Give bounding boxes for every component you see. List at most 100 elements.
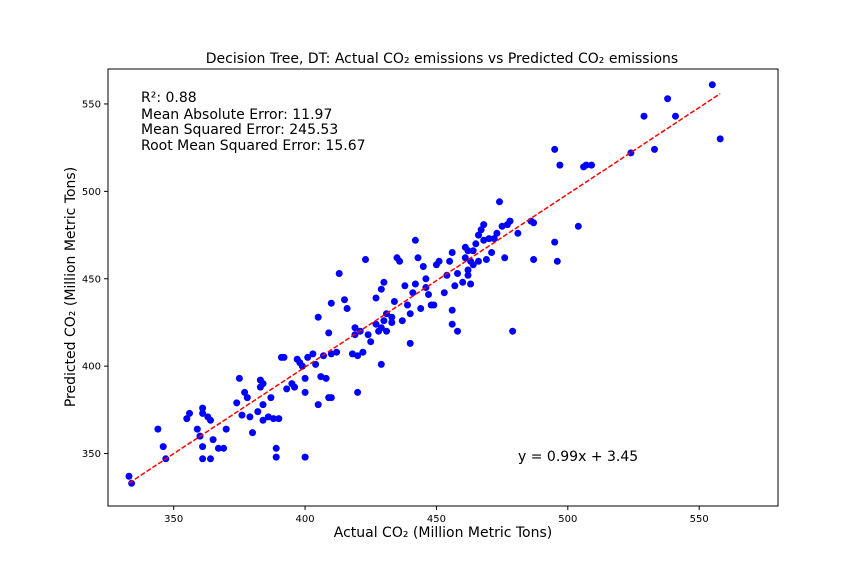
data-point xyxy=(574,222,582,230)
data-point xyxy=(404,301,411,309)
data-point xyxy=(301,388,309,396)
data-point xyxy=(199,455,207,463)
data-point xyxy=(480,221,488,229)
data-point xyxy=(716,135,724,143)
data-point xyxy=(388,313,396,321)
data-point xyxy=(220,444,228,452)
data-point xyxy=(651,145,658,153)
data-point xyxy=(209,436,217,444)
data-point xyxy=(259,380,267,388)
data-point xyxy=(551,238,559,246)
y-tick-label: 400 xyxy=(82,362,101,373)
data-point xyxy=(464,266,472,274)
data-point xyxy=(672,112,679,120)
data-point xyxy=(193,425,201,433)
data-point xyxy=(270,415,277,423)
data-point xyxy=(354,388,362,396)
y-tick-label: 500 xyxy=(82,187,101,198)
data-point xyxy=(377,324,385,332)
data-point xyxy=(496,198,503,206)
data-point xyxy=(446,257,454,265)
axes-frame xyxy=(107,68,779,507)
data-point xyxy=(406,310,414,318)
data-point xyxy=(396,257,404,265)
data-point xyxy=(553,257,561,265)
data-point xyxy=(372,294,380,302)
x-tick-label: 500 xyxy=(558,514,577,525)
data-point xyxy=(291,383,298,391)
data-point xyxy=(708,81,716,89)
data-point xyxy=(272,453,280,461)
data-point xyxy=(398,317,406,325)
data-point xyxy=(493,229,501,237)
data-point xyxy=(461,254,469,262)
data-point xyxy=(128,479,136,487)
y-axis-label: Predicted CO₂ (Million Metric Tons) xyxy=(63,167,79,407)
data-point xyxy=(298,362,306,370)
data-point xyxy=(430,301,438,309)
data-point xyxy=(498,222,506,230)
data-point xyxy=(183,415,191,423)
data-point xyxy=(283,385,291,393)
data-point xyxy=(454,327,461,335)
metric-mae: Mean Absolute Error: 11.97 xyxy=(141,107,332,123)
metrics-annotation: R²: 0.88 Mean Absolute Error: 11.97 Mean… xyxy=(141,90,366,154)
data-point xyxy=(443,271,451,279)
data-point xyxy=(530,256,538,263)
data-point xyxy=(199,443,207,451)
data-point xyxy=(199,404,207,412)
data-point xyxy=(159,443,167,451)
data-point xyxy=(241,388,249,396)
data-point xyxy=(301,453,309,461)
data-point xyxy=(372,320,380,328)
data-point xyxy=(235,374,243,382)
data-point xyxy=(335,270,343,277)
data-point xyxy=(343,305,351,312)
data-point xyxy=(664,95,672,103)
data-point xyxy=(238,411,246,419)
y-tick-label: 350 xyxy=(82,449,101,460)
x-axis-label: Actual CO₂ (Million Metric Tons) xyxy=(334,525,553,541)
x-tick-label: 550 xyxy=(690,514,709,525)
data-point xyxy=(154,425,162,433)
data-point xyxy=(490,235,498,243)
data-point xyxy=(464,271,472,279)
data-point xyxy=(364,331,372,339)
data-point xyxy=(509,327,517,335)
data-point xyxy=(506,217,514,225)
data-point xyxy=(556,161,564,169)
data-point xyxy=(448,320,456,328)
data-point xyxy=(582,161,590,169)
data-point xyxy=(588,161,595,169)
data-point xyxy=(501,254,509,262)
data-point xyxy=(254,408,262,416)
data-point xyxy=(411,236,419,244)
data-point xyxy=(317,373,325,381)
data-point xyxy=(259,401,267,409)
data-point xyxy=(314,401,322,409)
data-point xyxy=(377,360,385,368)
regression-equation: y = 0.99x + 3.45 xyxy=(518,449,638,465)
data-point xyxy=(475,257,482,265)
data-point xyxy=(448,306,456,314)
plot-area xyxy=(107,68,779,507)
data-point xyxy=(454,270,461,277)
data-point xyxy=(125,472,133,480)
y-axis: 350 400 450 500 550 xyxy=(82,99,108,460)
data-point xyxy=(186,409,193,417)
data-point xyxy=(383,327,390,335)
data-point xyxy=(259,416,267,424)
data-point xyxy=(222,425,230,433)
y-tick-label: 450 xyxy=(82,274,101,285)
data-point xyxy=(354,352,362,360)
data-point xyxy=(314,313,322,321)
metric-r2: R²: 0.88 xyxy=(141,90,197,106)
data-point xyxy=(362,256,369,263)
data-point xyxy=(243,394,251,402)
data-point xyxy=(388,319,396,326)
data-point xyxy=(312,360,320,368)
data-point xyxy=(469,247,477,255)
data-point xyxy=(485,235,493,243)
data-point xyxy=(472,240,480,248)
data-point xyxy=(301,374,309,382)
